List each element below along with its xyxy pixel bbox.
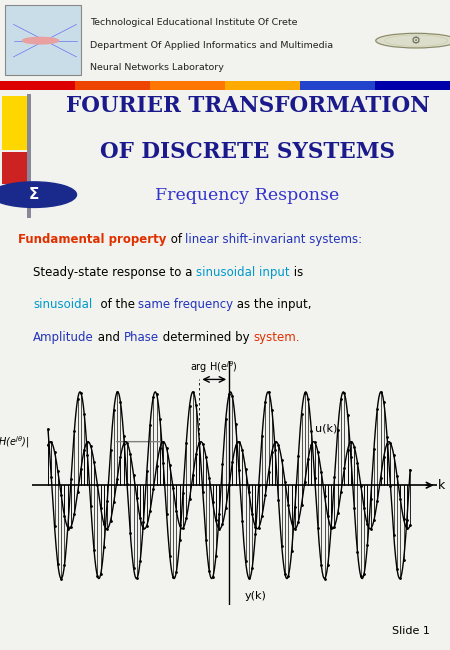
Text: OF DISCRETE SYSTEMS: OF DISCRETE SYSTEMS bbox=[100, 141, 395, 163]
Text: Fundamental property: Fundamental property bbox=[18, 233, 166, 246]
Bar bbox=[2, 151, 27, 184]
Text: Technological Educational Institute Of Crete: Technological Educational Institute Of C… bbox=[90, 18, 297, 27]
Text: k: k bbox=[438, 478, 446, 491]
Text: Σ: Σ bbox=[28, 187, 39, 202]
Text: Phase: Phase bbox=[124, 332, 159, 344]
Text: of the: of the bbox=[93, 298, 138, 311]
Text: is: is bbox=[290, 265, 303, 278]
Text: Neural Networks Laboratory: Neural Networks Laboratory bbox=[90, 64, 224, 72]
Text: Slide 1: Slide 1 bbox=[392, 626, 429, 636]
Bar bbox=[300, 81, 375, 90]
Bar bbox=[2, 96, 27, 150]
Bar bbox=[0, 81, 75, 90]
Bar bbox=[27, 94, 31, 218]
Text: ⚙: ⚙ bbox=[411, 36, 421, 46]
Text: FOURIER TRANSFORMATION: FOURIER TRANSFORMATION bbox=[66, 95, 429, 117]
Text: Steady-state response to a: Steady-state response to a bbox=[18, 265, 197, 278]
Bar bbox=[375, 81, 450, 90]
Text: determined by: determined by bbox=[159, 332, 253, 344]
Text: linear shift-invariant systems:: linear shift-invariant systems: bbox=[185, 233, 363, 246]
Text: Frequency Response: Frequency Response bbox=[155, 187, 340, 203]
Bar bbox=[150, 81, 225, 90]
Circle shape bbox=[22, 37, 58, 44]
Text: system.: system. bbox=[253, 332, 300, 344]
Text: as the input,: as the input, bbox=[234, 298, 312, 311]
FancyBboxPatch shape bbox=[4, 5, 81, 75]
Text: sinusoidal input: sinusoidal input bbox=[197, 265, 290, 278]
Bar bbox=[75, 81, 150, 90]
Text: Department Of Applied Informatics and Multimedia: Department Of Applied Informatics and Mu… bbox=[90, 40, 333, 49]
Text: y(k): y(k) bbox=[244, 591, 266, 601]
Text: and: and bbox=[94, 332, 124, 344]
Text: of: of bbox=[167, 233, 185, 246]
Text: sinusoidal: sinusoidal bbox=[33, 298, 93, 311]
Text: u(k): u(k) bbox=[315, 423, 337, 434]
Text: |H(e$^{j\theta}$)|: |H(e$^{j\theta}$)| bbox=[0, 434, 30, 450]
Bar bbox=[225, 81, 300, 90]
Text: arg H(e$^{j\theta}$): arg H(e$^{j\theta}$) bbox=[190, 359, 238, 375]
Circle shape bbox=[0, 182, 76, 207]
Text: Amplitude: Amplitude bbox=[33, 332, 94, 344]
Text: same frequency: same frequency bbox=[138, 298, 234, 311]
Circle shape bbox=[376, 33, 450, 48]
